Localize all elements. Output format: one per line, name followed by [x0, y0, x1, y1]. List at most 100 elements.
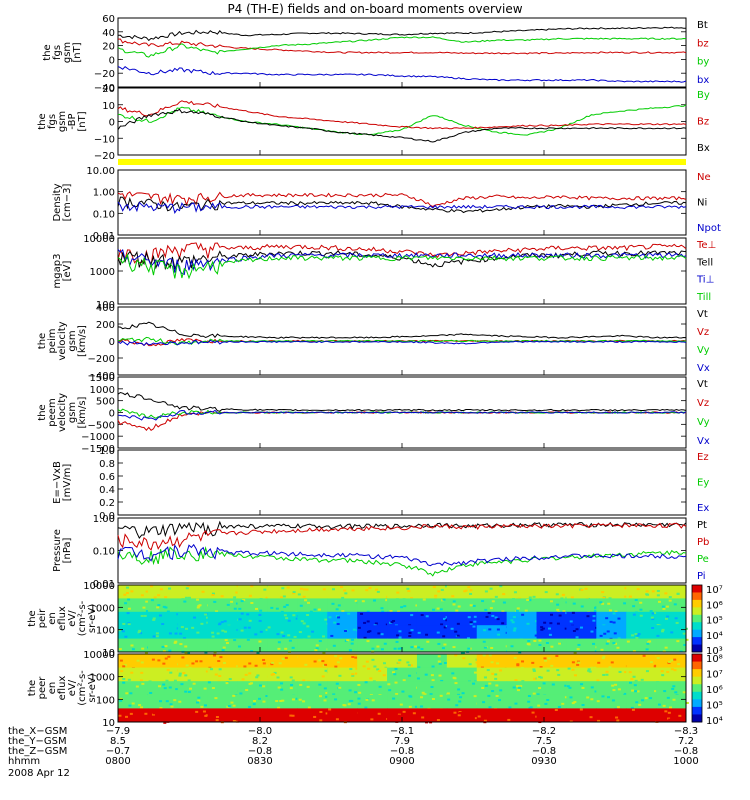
y-axis-label-line: fgs	[47, 114, 58, 129]
heatmap-speckle	[512, 629, 516, 632]
heatmap-speckle	[532, 669, 536, 672]
heatmap-speckle	[469, 589, 473, 592]
heatmap-speckle	[410, 646, 414, 649]
series-line-Vt	[117, 391, 687, 412]
heatmap-speckle	[440, 588, 444, 591]
heatmap-speckle	[279, 709, 283, 712]
y-axis-label-line: the	[42, 44, 53, 60]
heatmap-speckle	[632, 675, 636, 678]
heatmap-speckle	[170, 705, 174, 708]
heatmap-speckle	[426, 640, 430, 643]
heatmap-cell	[566, 667, 597, 682]
heatmap-speckle	[498, 699, 502, 702]
heatmap-speckle	[122, 622, 126, 625]
heatmap-speckle	[459, 696, 463, 699]
heatmap-speckle	[431, 665, 435, 668]
heatmap-speckle	[282, 595, 286, 598]
heatmap-speckle	[150, 599, 154, 602]
heatmap-speckle	[628, 595, 632, 598]
legend-entry: bz	[697, 38, 709, 49]
heatmap-speckle	[254, 664, 258, 667]
heatmap-speckle	[211, 594, 215, 597]
heatmap-speckle	[270, 663, 274, 666]
heatmap-speckle	[259, 630, 263, 633]
heatmap-speckle	[511, 621, 515, 624]
heatmap-cell	[177, 654, 209, 669]
heatmap-speckle	[378, 685, 382, 688]
heatmap-speckle	[295, 697, 299, 700]
heatmap-speckle	[519, 685, 523, 688]
heatmap-speckle	[124, 635, 128, 638]
heatmap-speckle	[291, 698, 295, 701]
heatmap-speckle	[567, 667, 571, 670]
heatmap-speckle	[526, 622, 530, 625]
heatmap-speckle	[140, 661, 144, 664]
heatmap-speckle	[406, 661, 410, 664]
y-tick-label: 60	[102, 14, 115, 25]
heatmap-speckle	[255, 607, 259, 610]
heatmap-speckle	[487, 612, 491, 615]
heatmap-speckle	[267, 626, 271, 629]
heatmap-speckle	[325, 695, 329, 698]
y-axis-label-line: eflux	[57, 606, 68, 631]
heatmap-speckle	[608, 597, 612, 600]
heatmap-speckle	[366, 620, 370, 623]
heatmap-cell	[237, 667, 268, 682]
heatmap-cell	[177, 708, 209, 723]
heatmap-cell	[506, 585, 538, 599]
heatmap-speckle	[550, 664, 554, 667]
y-axis-label-line: peer	[37, 676, 48, 700]
y-tick-label: 1000	[90, 673, 115, 684]
y-axis-label-line: the	[37, 333, 48, 349]
heatmap-speckle	[369, 677, 373, 680]
y-tick-label: 0.10	[93, 209, 115, 220]
heatmap-speckle	[587, 669, 591, 672]
heatmap-speckle	[185, 714, 189, 717]
heatmap-speckle	[348, 649, 352, 652]
heatmap-speckle	[577, 661, 581, 664]
heatmap-speckle	[119, 697, 123, 700]
heatmap-cell	[566, 611, 597, 626]
heatmap-speckle	[445, 585, 449, 588]
heatmap-speckle	[165, 700, 169, 703]
heatmap-speckle	[395, 640, 399, 643]
colorbar-tick-label: 10⁶	[706, 685, 723, 696]
heatmap-speckle	[536, 693, 540, 696]
heatmap-cell	[207, 694, 239, 709]
heatmap-speckle	[380, 648, 384, 651]
y-axis-label: thepeemvelocitygsm[km/s]	[37, 393, 88, 432]
heatmap-speckle	[344, 592, 348, 595]
heatmap-speckle	[483, 646, 487, 649]
heatmap-speckle	[518, 686, 522, 689]
x-tick-label: 7.2	[678, 736, 694, 747]
heatmap-speckle	[469, 592, 473, 595]
heatmap-speckle	[556, 608, 560, 611]
heatmap-speckle	[654, 612, 658, 615]
heatmap-speckle	[538, 643, 542, 646]
heatmap-speckle	[584, 587, 588, 590]
panel-2: 10.00 1.00 0.10 0.01 Density[cm−3] Ne Ni Npot	[52, 166, 721, 242]
heatmap-cell	[566, 625, 597, 640]
y-axis-label: mgap3[eV]	[52, 254, 73, 289]
x-axis-group: the_X−GSM −7.9 −8.0 −8.1 −8.2 −8.3 the_Y−GSM 8.…	[8, 726, 699, 767]
y-tick-label: −400	[88, 371, 115, 382]
heatmap-speckle	[317, 608, 321, 611]
legend-entry: By	[697, 90, 710, 101]
y-tick-label: 500	[96, 397, 115, 408]
heatmap-speckle	[451, 595, 455, 598]
heatmap-speckle	[131, 702, 135, 705]
heatmap-speckle	[207, 681, 211, 684]
heatmap-speckle	[318, 659, 322, 662]
heatmap-speckle	[569, 696, 573, 699]
heatmap-speckle	[350, 642, 354, 645]
heatmap-speckle	[443, 626, 447, 629]
heatmap-speckle	[410, 597, 414, 600]
heatmap-speckle	[164, 606, 168, 609]
heatmap-speckle	[144, 651, 148, 654]
y-tick-label: −20	[94, 69, 115, 80]
plot-title: P4 (TH-E) fields and on-board moments ov…	[227, 2, 522, 16]
heatmap-speckle	[528, 599, 532, 602]
y-axis-label-line: en	[47, 682, 58, 695]
heatmap-speckle	[417, 646, 421, 649]
heatmap-speckle	[394, 667, 398, 670]
